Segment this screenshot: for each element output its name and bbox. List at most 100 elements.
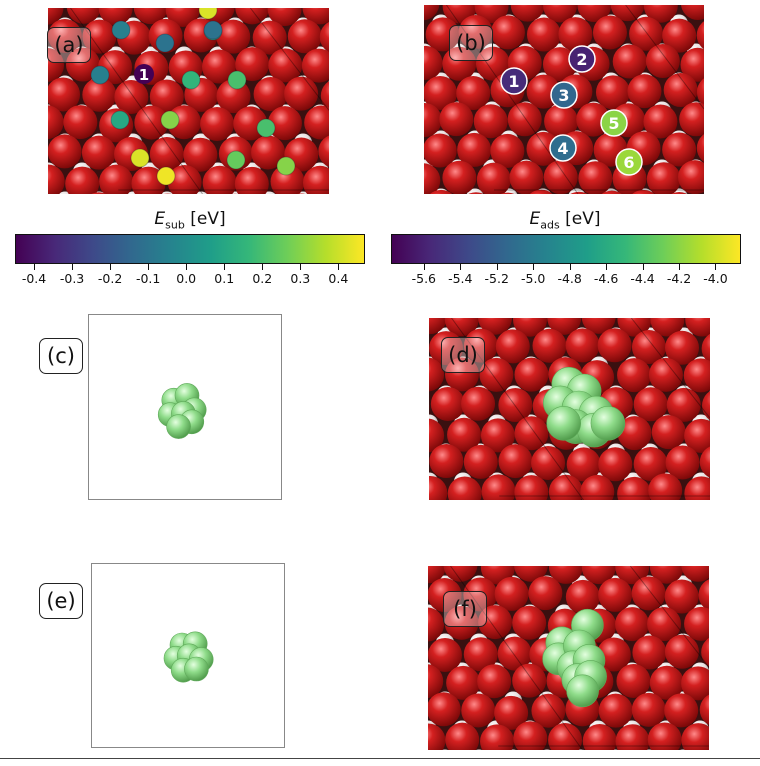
oxygen-atom	[430, 189, 453, 194]
panel-c-label: (c)	[39, 338, 83, 374]
colorbar-sub-tick-label: 0.3	[290, 271, 311, 286]
oxygen-atom	[253, 77, 288, 112]
oxygen-atom	[428, 637, 462, 672]
oxygen-atom	[633, 446, 668, 481]
oxygen-atom	[596, 637, 631, 672]
oxygen-atom	[631, 576, 666, 611]
oxygen-atom	[429, 331, 464, 366]
oxygen-atom	[468, 192, 484, 194]
colorbar-ads-tick-label: -5.6	[411, 271, 437, 286]
colorbar-sub-tick-label: 0.0	[176, 271, 197, 286]
oxygen-atom	[597, 328, 632, 363]
cluster-atom	[566, 674, 599, 708]
oxygen-atom	[481, 474, 516, 500]
oxygen-atom	[301, 48, 329, 83]
oxygen-atom	[252, 20, 287, 55]
oxygen-atom	[48, 77, 81, 112]
oxygen-atom	[684, 418, 710, 453]
adsorption-site-1-label: 1	[508, 72, 519, 91]
oxygen-atom	[543, 5, 578, 23]
oxygen-atom	[490, 133, 525, 168]
oxygen-atom	[149, 136, 184, 171]
oxygen-atom	[595, 75, 630, 110]
bottom-rule	[0, 758, 760, 759]
substitution-site	[181, 70, 201, 90]
surface-slab-f	[428, 566, 709, 750]
oxygen-atom	[631, 692, 666, 727]
oxygen-atom	[447, 417, 482, 452]
colorbar-ads-tick	[642, 264, 644, 270]
colorbar-ads-tick	[423, 264, 425, 270]
substitution-site	[90, 65, 110, 85]
panel-a-label: (a)	[47, 27, 91, 63]
oxygen-atom	[48, 8, 64, 25]
oxygen-atom	[480, 418, 515, 453]
colorbar-sub-tick	[72, 264, 74, 270]
oxygen-atom	[183, 137, 218, 172]
panel-f-label: (f)	[443, 591, 487, 627]
oxygen-atom	[320, 81, 329, 111]
panel-e-label: (e)	[39, 583, 83, 619]
oxygen-atom	[513, 721, 548, 750]
panel-b-label: (b)	[449, 25, 493, 61]
oxygen-atom	[461, 386, 496, 421]
oxygen-atom	[617, 416, 652, 451]
oxygen-atom	[649, 665, 684, 700]
oxygen-atom	[664, 634, 699, 669]
oxygen-atom	[457, 132, 492, 167]
oxygen-atom	[447, 476, 482, 500]
oxygen-atom	[98, 8, 133, 26]
colorbar-ads-tick-label: -4.4	[630, 271, 655, 286]
oxygen-atom	[439, 102, 474, 137]
adsorption-site-2-label: 2	[576, 50, 587, 69]
colorbar-ads-tick	[496, 264, 498, 270]
adsorption-site-5	[600, 109, 628, 137]
oxygen-atom	[631, 330, 666, 365]
oxygen-atom	[444, 318, 479, 337]
oxygen-atom	[476, 162, 511, 194]
oxygen-atom	[685, 318, 710, 337]
colorbar-ads-tick-label: -5.2	[484, 271, 509, 286]
oxygen-atom	[82, 77, 117, 112]
oxygen-atom	[649, 566, 684, 584]
oxygen-atom	[647, 606, 682, 641]
colorbar-sub-tick-label: 0.4	[328, 271, 349, 286]
colorbar-ads-tick-label: -5.4	[448, 271, 473, 286]
colorbar-sub-tick-label: 0.1	[214, 271, 235, 286]
oxygen-atom	[681, 723, 709, 750]
oxygen-atom	[543, 160, 578, 194]
oxygen-atom	[633, 387, 668, 422]
oxygen-atom	[684, 606, 709, 641]
cluster-e	[163, 631, 214, 683]
colorbar-ads-tick	[460, 264, 462, 270]
oxygen-atom	[650, 318, 685, 337]
adsorption-site-1	[500, 67, 528, 95]
cluster-atom	[590, 406, 626, 441]
substitution-site	[155, 33, 175, 53]
oxygen-atom	[512, 605, 547, 640]
oxygen-atom	[48, 164, 65, 194]
colorbar-ads-title: Eads [eV]	[529, 209, 601, 232]
oxygen-atom	[445, 722, 480, 750]
panel-a-substitution-map: 1	[48, 8, 329, 194]
oxygen-atom	[495, 329, 530, 364]
oxygen-atom	[526, 17, 561, 52]
oxygen-atom	[529, 189, 553, 194]
oxygen-atom	[202, 165, 237, 194]
oxygen-atom	[424, 103, 442, 137]
substitution-site	[130, 148, 150, 168]
colorbar-ads-tick-label: -4.0	[703, 271, 728, 286]
colorbar-sub	[15, 234, 365, 264]
colorbar-sub-tick	[148, 264, 150, 270]
oxygen-atom	[456, 76, 491, 111]
oxygen-atom	[544, 104, 579, 139]
colorbar-sub-tick	[338, 264, 340, 270]
oxygen-atom	[216, 79, 251, 114]
substitution-site	[156, 166, 176, 186]
substitution-site	[160, 110, 180, 130]
colorbar-ads-tick	[606, 264, 608, 270]
oxygen-atom	[429, 475, 448, 500]
oxygen-atom	[428, 566, 446, 584]
oxygen-atom	[63, 105, 98, 140]
oxygen-atom	[612, 44, 647, 79]
